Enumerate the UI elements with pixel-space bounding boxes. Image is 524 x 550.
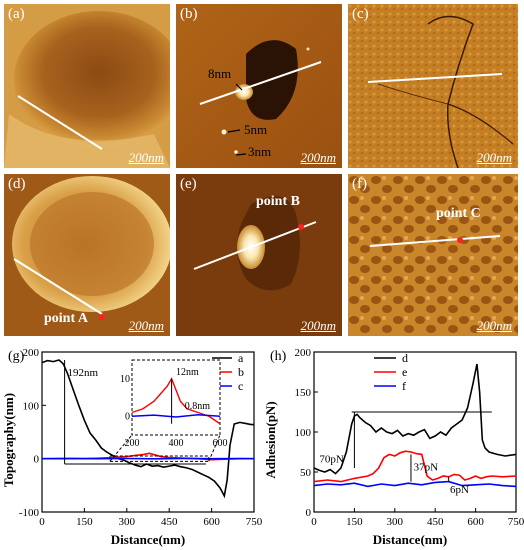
scale-bar-b: 200nm [300,150,336,165]
chart-h-ytick-label: 200 [295,347,312,359]
chart-h-legend-d: d [402,351,408,365]
panel-label-d: (d) [8,176,26,192]
afm-panel-e: (e) point B 200nm [176,174,342,336]
chart-h-xtick-label: 600 [467,516,484,528]
chart-g-inset-xtick-label: 400 [169,438,184,449]
chart-h-ytick-label: 100 [295,427,312,439]
chart-g-legend-b: b [238,365,244,379]
afm-image-e [176,174,342,336]
point-b-label: point B [256,194,300,209]
panel-label-a: (a) [8,6,25,22]
point-c-label: point C [436,206,481,221]
scale-bar-d: 200nm [128,318,164,333]
chart-h-ytick-label: 150 [295,387,312,399]
afm-panel-b: (b) 8nm 5nm 3nm 200nm [176,4,342,168]
chart-g-xlabel: Distance(nm) [111,532,185,547]
chart-h-xtick-label: 450 [427,516,444,528]
chart-h-frame [313,351,517,513]
chart-h-ann-37pn: 37pN [414,461,439,473]
chart-h-legend-f: f [402,379,406,393]
chart-g-frame [41,351,255,513]
profile-line-e [193,221,317,270]
chart-h-label: (h) [270,349,287,364]
chart-g-xtick-label: 0 [39,516,45,528]
chart-h-ann-70pn: 70pN [319,453,344,465]
scale-bar-e: 200nm [300,318,336,333]
chart-g-inset-xtick-label: 200 [125,438,140,449]
profile-line-a [17,95,103,150]
chart-g-inset-ytick-label: 0 [125,411,130,422]
chart-g-legend-a: a [238,351,244,365]
afm-panel-c: (c) 200nm [348,4,518,168]
chart-g-zoom-box [109,455,210,462]
chart-h-ytick-label: 0 [306,507,312,519]
chart-g-inset-series-c [131,414,221,418]
scale-bar-a: 200nm [128,150,164,165]
afm-image-a [4,4,170,168]
chart-g-ann-192: 192nm [67,367,98,379]
chart-h-xtick-label: 750 [508,516,524,528]
chart-g-xtick-label: 450 [161,516,178,528]
chart-g-label: (g) [8,349,25,364]
chart-g-xtick-label: 600 [203,516,220,528]
chart-g-inset-xtick-label: 600 [213,438,228,449]
panel-label-c: (c) [352,6,369,22]
chart-h-ytick-label: 50 [300,467,312,479]
chart-g-ann-12: 12nm [176,367,199,378]
chart-g-inset-series-b [131,377,221,425]
afm-image-b [176,4,342,168]
chart-g-inset-ytick-label: 10 [120,374,130,385]
afm-panel-f: (f) point C 200nm [348,174,518,336]
panel-label-b: (b) [180,6,198,22]
chart-g-ytick-label: 200 [23,347,40,359]
chart-g-ytick-label: 0 [34,454,40,466]
chart-g-ytick-label: -100 [19,507,40,519]
scale-bar-c: 200nm [476,150,512,165]
chart-g-ylabel: Topography(nm) [1,393,16,487]
profile-line-d [13,258,103,315]
scale-bar-f: 200nm [476,318,512,333]
panel-label-e: (e) [180,176,197,192]
chart-h-legend-e: e [402,365,407,379]
chart-h-xtick-label: 0 [311,516,317,528]
afm-panel-d: (d) point A 200nm [4,174,170,336]
panel-label-f: (f) [352,176,367,192]
chart-h-series-d [313,363,517,475]
height-annotation-5nm: 5nm [244,122,268,137]
chart-g-xtick-label: 300 [119,516,136,528]
chart-g-xtick-label: 150 [76,516,93,528]
afm-image-f [348,174,518,336]
point-c-marker [457,237,463,243]
afm-panel-a: (a) 200nm [4,4,170,168]
chart-h-xlabel: Distance(nm) [373,532,447,547]
chart-h-ylabel: Adhesion(pN) [263,401,278,478]
chart-g-series-a [41,359,254,499]
chart-h-xtick-label: 300 [387,516,404,528]
chart-h-series-e [313,450,517,483]
chart-g-ytick-label: 100 [23,400,40,412]
afm-image-d [4,174,170,336]
height-annotation-3nm: 3nm [248,144,272,159]
chart-h-series-f [313,480,517,488]
chart-g-ann-08: 0.8nm [185,401,211,412]
profile-line-f [369,235,501,247]
point-b-marker [298,224,304,230]
height-annotation-8nm: 8nm [208,66,232,81]
profile-line-c [367,73,503,83]
profile-line-b [199,61,322,105]
chart-g-inset-frame [131,359,221,436]
chart-g-zoom-link-left [109,434,133,462]
chart-g-legend-c: c [238,379,243,393]
chart-h-xtick-label: 150 [346,516,363,528]
chart-h-ann-6pn: 6pN [450,484,469,496]
point-a-label: point A [44,311,88,326]
chart-g-xtick-label: 750 [246,516,262,528]
point-a-marker [99,314,105,320]
afm-image-c [348,4,518,168]
adhesion-chart: (h) 0 150 300 450 600 750 0 50 100 150 200 def 70pN 3… [263,347,524,547]
